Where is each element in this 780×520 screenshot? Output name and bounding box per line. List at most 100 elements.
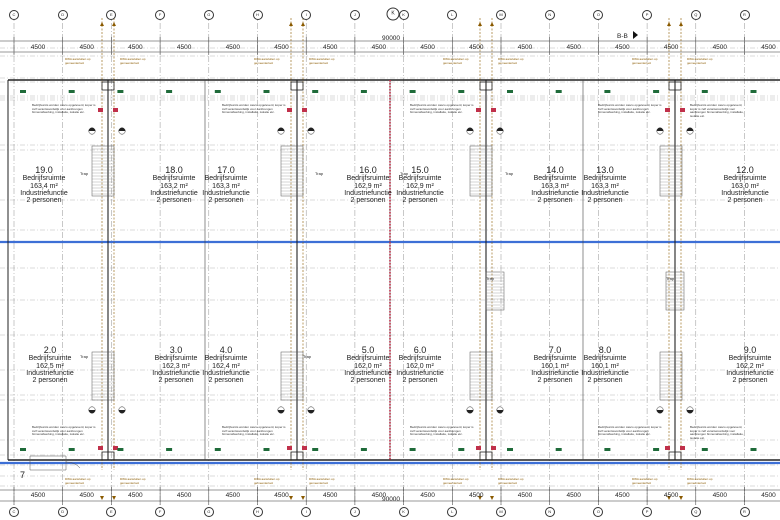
unit-label: 4.0 Bedrijfsruimte 162,4 m² Industriefuncti… bbox=[202, 345, 249, 385]
unit-persons: 2 personen bbox=[537, 377, 573, 385]
vent-marker bbox=[458, 448, 465, 451]
lamp-symbol-fill bbox=[686, 127, 694, 131]
row-label: 7 bbox=[20, 470, 26, 480]
grid-lines bbox=[0, 12, 780, 508]
door-frame bbox=[101, 451, 115, 461]
unit-name: Bedrijfsruimte bbox=[152, 175, 196, 183]
grid-bubble: Q bbox=[690, 507, 701, 517]
unit-number: 17.0 bbox=[217, 165, 235, 175]
section-label: B-B bbox=[617, 33, 628, 40]
grid-bubble: J bbox=[349, 10, 360, 20]
unit-name: Bedrijfsruimte bbox=[583, 355, 627, 363]
dimension-label: 4500 bbox=[322, 44, 338, 51]
door-frame bbox=[290, 451, 304, 461]
unit-area: 162,0 m² bbox=[406, 362, 434, 370]
stair-label: Trap bbox=[80, 354, 89, 359]
lamp-symbol-fill bbox=[656, 127, 664, 131]
grid-bubble: M bbox=[496, 10, 506, 20]
lamp-symbol-fill bbox=[118, 410, 126, 414]
unit-label: 17.0 Bedrijfsruimte 163,3 m² Industriefunct… bbox=[202, 165, 249, 205]
meter-symbol bbox=[98, 446, 103, 450]
dimension-label: 4500 bbox=[761, 492, 776, 499]
unit-function: Industriefunctie bbox=[152, 370, 200, 378]
dimension-label: 4500 bbox=[761, 44, 776, 51]
lamp-symbol-fill bbox=[88, 127, 96, 131]
drain-arrow bbox=[289, 22, 293, 26]
vent-marker bbox=[458, 90, 465, 93]
unit-function: Industriefunctie bbox=[726, 370, 774, 378]
lamp-symbol-fill bbox=[277, 127, 285, 131]
drain-arrow bbox=[112, 22, 116, 26]
dimension-label: 4500 bbox=[128, 492, 143, 499]
dwa-note: DWA aansluiten op gemeenteriool bbox=[443, 477, 469, 485]
meter-symbol bbox=[680, 446, 685, 450]
grid-bubble-center: K bbox=[386, 7, 400, 21]
dimension-label: 4500 bbox=[712, 492, 728, 499]
grid-bubble: F bbox=[155, 10, 166, 20]
stair-label: Trap bbox=[303, 354, 312, 359]
unit-area: 162,0 m² bbox=[354, 362, 382, 370]
drain-arrow bbox=[100, 22, 104, 26]
unit-note: Bedrijfsunits worden casco opgeleverd, k… bbox=[690, 425, 744, 440]
unit-label: 18.0 Bedrijfsruimte 163,2 m² Industriefunct… bbox=[150, 165, 197, 205]
unit-label: 12.0 Bedrijfsruimte 163,0 m² Industriefunct… bbox=[721, 165, 768, 205]
unit-area: 160,1 m² bbox=[591, 362, 619, 370]
dwa-note: DWA aansluiten op gemeenteriool bbox=[65, 57, 91, 65]
unit-label: 16.0 Bedrijfsruimte 162,9 m² Industriefunct… bbox=[344, 165, 391, 205]
unit-area: 162,3 m² bbox=[162, 362, 190, 370]
dimension-label: 4500 bbox=[469, 44, 484, 51]
meter-symbol bbox=[476, 446, 481, 450]
unit-label: 15.0 Bedrijfsruimte 162,9 m² Industriefunct… bbox=[396, 165, 443, 205]
stair bbox=[280, 145, 304, 197]
lamp-symbol-fill bbox=[466, 127, 474, 131]
meter-symbol bbox=[287, 108, 292, 112]
total-dimension-bottom: 90000 bbox=[381, 496, 401, 503]
door-frame bbox=[479, 451, 493, 461]
unit-note: Bedrijfsunits worden casco opgeleverd, k… bbox=[598, 103, 662, 115]
unit-note: Bedrijfsunits worden casco opgeleverd, k… bbox=[410, 103, 474, 115]
vent-marker bbox=[214, 448, 221, 451]
drain-arrow bbox=[289, 496, 293, 500]
lamp-symbol-fill bbox=[496, 127, 504, 131]
drain-arrow bbox=[490, 496, 494, 500]
vent-marker bbox=[312, 448, 319, 451]
unit-persons: 2 personen bbox=[208, 197, 244, 205]
unit-number: 13.0 bbox=[596, 165, 614, 175]
symbols bbox=[20, 18, 757, 500]
grid-bubble: G bbox=[203, 10, 214, 20]
grid-bubble: N bbox=[544, 10, 555, 20]
stair bbox=[469, 145, 493, 197]
unit-label: 7.0 Bedrijfsruimte 160,1 m² Industriefuncti… bbox=[531, 345, 578, 385]
unit-number: 14.0 bbox=[546, 165, 564, 175]
vent-marker bbox=[604, 448, 611, 451]
dimension-label: 4500 bbox=[274, 492, 289, 499]
unit-area: 163,3 m² bbox=[591, 182, 619, 190]
unit-label: 14.0 Bedrijfsruimte 163,3 m² Industriefunct… bbox=[531, 165, 578, 205]
dimension-label: 4500 bbox=[663, 44, 679, 51]
unit-name: Bedrijfsruimte bbox=[154, 355, 198, 363]
meter-symbol bbox=[476, 108, 481, 112]
unit-persons: 2 personen bbox=[26, 197, 62, 205]
unit-name: Bedrijfsruimte bbox=[28, 355, 72, 363]
vent-marker bbox=[507, 90, 513, 93]
unit-area: 163,3 m² bbox=[212, 182, 240, 190]
dwa-note: DWA aansluiten op gemeenteriool bbox=[632, 477, 658, 485]
vent-marker bbox=[360, 90, 367, 93]
unit-persons: 2 personen bbox=[402, 197, 438, 205]
drain-arrow bbox=[112, 496, 116, 500]
drain-arrow bbox=[301, 496, 305, 500]
meter-symbol bbox=[287, 446, 292, 450]
drain-arrow bbox=[100, 496, 104, 500]
unit-area: 162,4 m² bbox=[212, 362, 240, 370]
dimension-label: 4500 bbox=[420, 492, 435, 499]
unit-label: 19.0 Bedrijfsruimte 163,4 m² Industriefunct… bbox=[20, 165, 67, 205]
grid-bubble: D bbox=[57, 10, 68, 20]
unit-name: Bedrijfsruimte bbox=[533, 355, 577, 363]
dimension-label: 4500 bbox=[225, 44, 241, 51]
unit-area: 163,3 m² bbox=[541, 182, 569, 190]
vent-marker bbox=[653, 90, 660, 93]
unit-label: 13.0 Bedrijfsruimte 163,3 m² Industriefunct… bbox=[581, 165, 628, 205]
unit-persons: 2 personen bbox=[587, 377, 623, 385]
vent-marker bbox=[214, 90, 221, 93]
lamp-symbol-fill bbox=[686, 410, 694, 414]
